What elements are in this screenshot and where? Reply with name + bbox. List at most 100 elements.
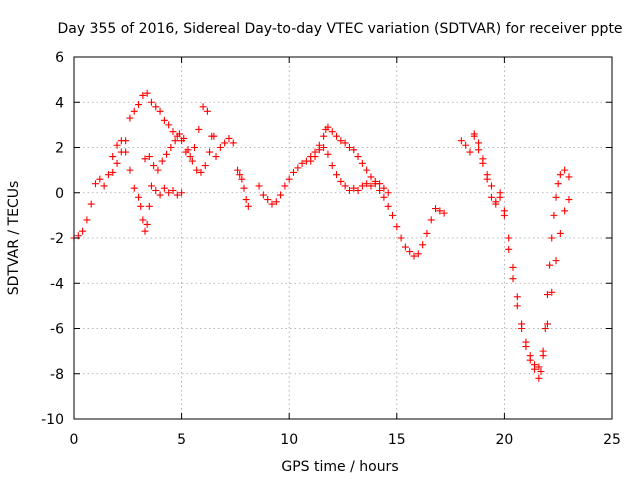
data-point xyxy=(242,196,250,204)
data-point xyxy=(216,144,224,151)
x-tick-label: 15 xyxy=(388,432,406,448)
data-point xyxy=(315,146,323,154)
data-point xyxy=(87,200,95,208)
data-point xyxy=(565,196,573,204)
data-point xyxy=(188,157,196,165)
data-point xyxy=(462,141,470,149)
data-point xyxy=(169,186,177,194)
data-point xyxy=(546,261,554,269)
data-point xyxy=(509,263,517,271)
y-tick-label: -8 xyxy=(50,367,64,383)
data-point xyxy=(363,166,371,174)
grid-layer xyxy=(74,57,612,419)
data-point xyxy=(470,132,478,140)
series-segment-late xyxy=(457,130,573,382)
data-point xyxy=(513,302,521,310)
data-point xyxy=(158,157,166,165)
data-point xyxy=(475,139,483,147)
data-point xyxy=(358,182,366,190)
series-segment-early-b xyxy=(109,89,237,176)
data-point xyxy=(337,137,345,145)
y-tick-label: -2 xyxy=(50,231,64,247)
data-point xyxy=(311,153,319,161)
data-point xyxy=(173,191,181,199)
data-point xyxy=(160,116,168,124)
x-tick-label: 10 xyxy=(280,432,298,448)
data-point xyxy=(212,153,220,161)
data-point xyxy=(130,184,138,192)
series-segment-early-c xyxy=(141,130,218,176)
data-point xyxy=(113,141,121,149)
data-point xyxy=(201,162,209,170)
data-point xyxy=(337,177,345,185)
data-point xyxy=(281,182,289,190)
data-point xyxy=(184,146,192,154)
data-point xyxy=(436,207,444,215)
data-point xyxy=(169,128,177,136)
data-point xyxy=(240,184,248,192)
data-point xyxy=(197,168,205,176)
data-point xyxy=(229,139,237,147)
data-point xyxy=(333,171,341,179)
data-point xyxy=(290,168,298,176)
data-point xyxy=(354,153,362,161)
data-point xyxy=(104,171,112,179)
data-point xyxy=(79,227,87,235)
data-point xyxy=(167,144,175,151)
data-point xyxy=(552,193,560,201)
data-point xyxy=(298,159,306,167)
data-point xyxy=(199,103,207,111)
y-axis-label: SDTVAR / TECUs xyxy=(6,181,22,296)
data-point xyxy=(552,257,560,265)
data-point xyxy=(543,291,551,299)
y-tick-label: -6 xyxy=(50,322,64,338)
series-segment-late-b xyxy=(470,132,573,371)
data-point xyxy=(537,367,545,375)
data-point xyxy=(255,182,263,190)
data-point xyxy=(350,184,358,192)
y-axis: -10 -8 -6 -4 -2 0 2 4 6 xyxy=(41,50,612,428)
data-point xyxy=(203,107,211,115)
data-point xyxy=(487,182,495,190)
data-point xyxy=(238,175,246,183)
x-tick-label: 20 xyxy=(495,432,513,448)
data-point xyxy=(479,159,487,167)
data-point xyxy=(367,173,375,181)
data-point xyxy=(135,101,143,109)
data-point xyxy=(126,166,134,174)
data-point xyxy=(92,180,100,188)
data-point xyxy=(264,196,272,204)
data-point xyxy=(294,164,302,172)
data-point xyxy=(152,186,160,194)
data-point xyxy=(380,184,388,192)
data-point xyxy=(565,173,573,181)
data-point xyxy=(285,175,293,183)
data-point xyxy=(550,211,558,219)
data-point xyxy=(526,352,534,360)
data-point xyxy=(535,374,543,382)
data-point xyxy=(556,229,564,237)
data-point xyxy=(384,189,392,197)
data-point xyxy=(135,193,143,201)
data-point xyxy=(518,320,526,328)
data-point xyxy=(457,137,465,145)
data-point xyxy=(500,207,508,215)
data-point xyxy=(130,107,138,115)
data-point xyxy=(160,184,168,192)
data-point xyxy=(113,159,121,167)
data-point xyxy=(143,89,151,97)
data-point xyxy=(152,103,160,111)
data-point xyxy=(548,288,556,296)
data-point xyxy=(440,209,448,217)
data-point xyxy=(376,180,384,188)
data-point xyxy=(117,148,125,156)
data-point xyxy=(414,250,422,258)
data-point xyxy=(466,148,474,156)
data-point xyxy=(406,248,414,256)
data-point xyxy=(139,91,147,99)
data-point xyxy=(191,144,199,151)
data-point xyxy=(141,155,149,163)
data-point xyxy=(561,207,569,215)
data-point xyxy=(427,216,435,224)
data-point xyxy=(483,175,491,183)
